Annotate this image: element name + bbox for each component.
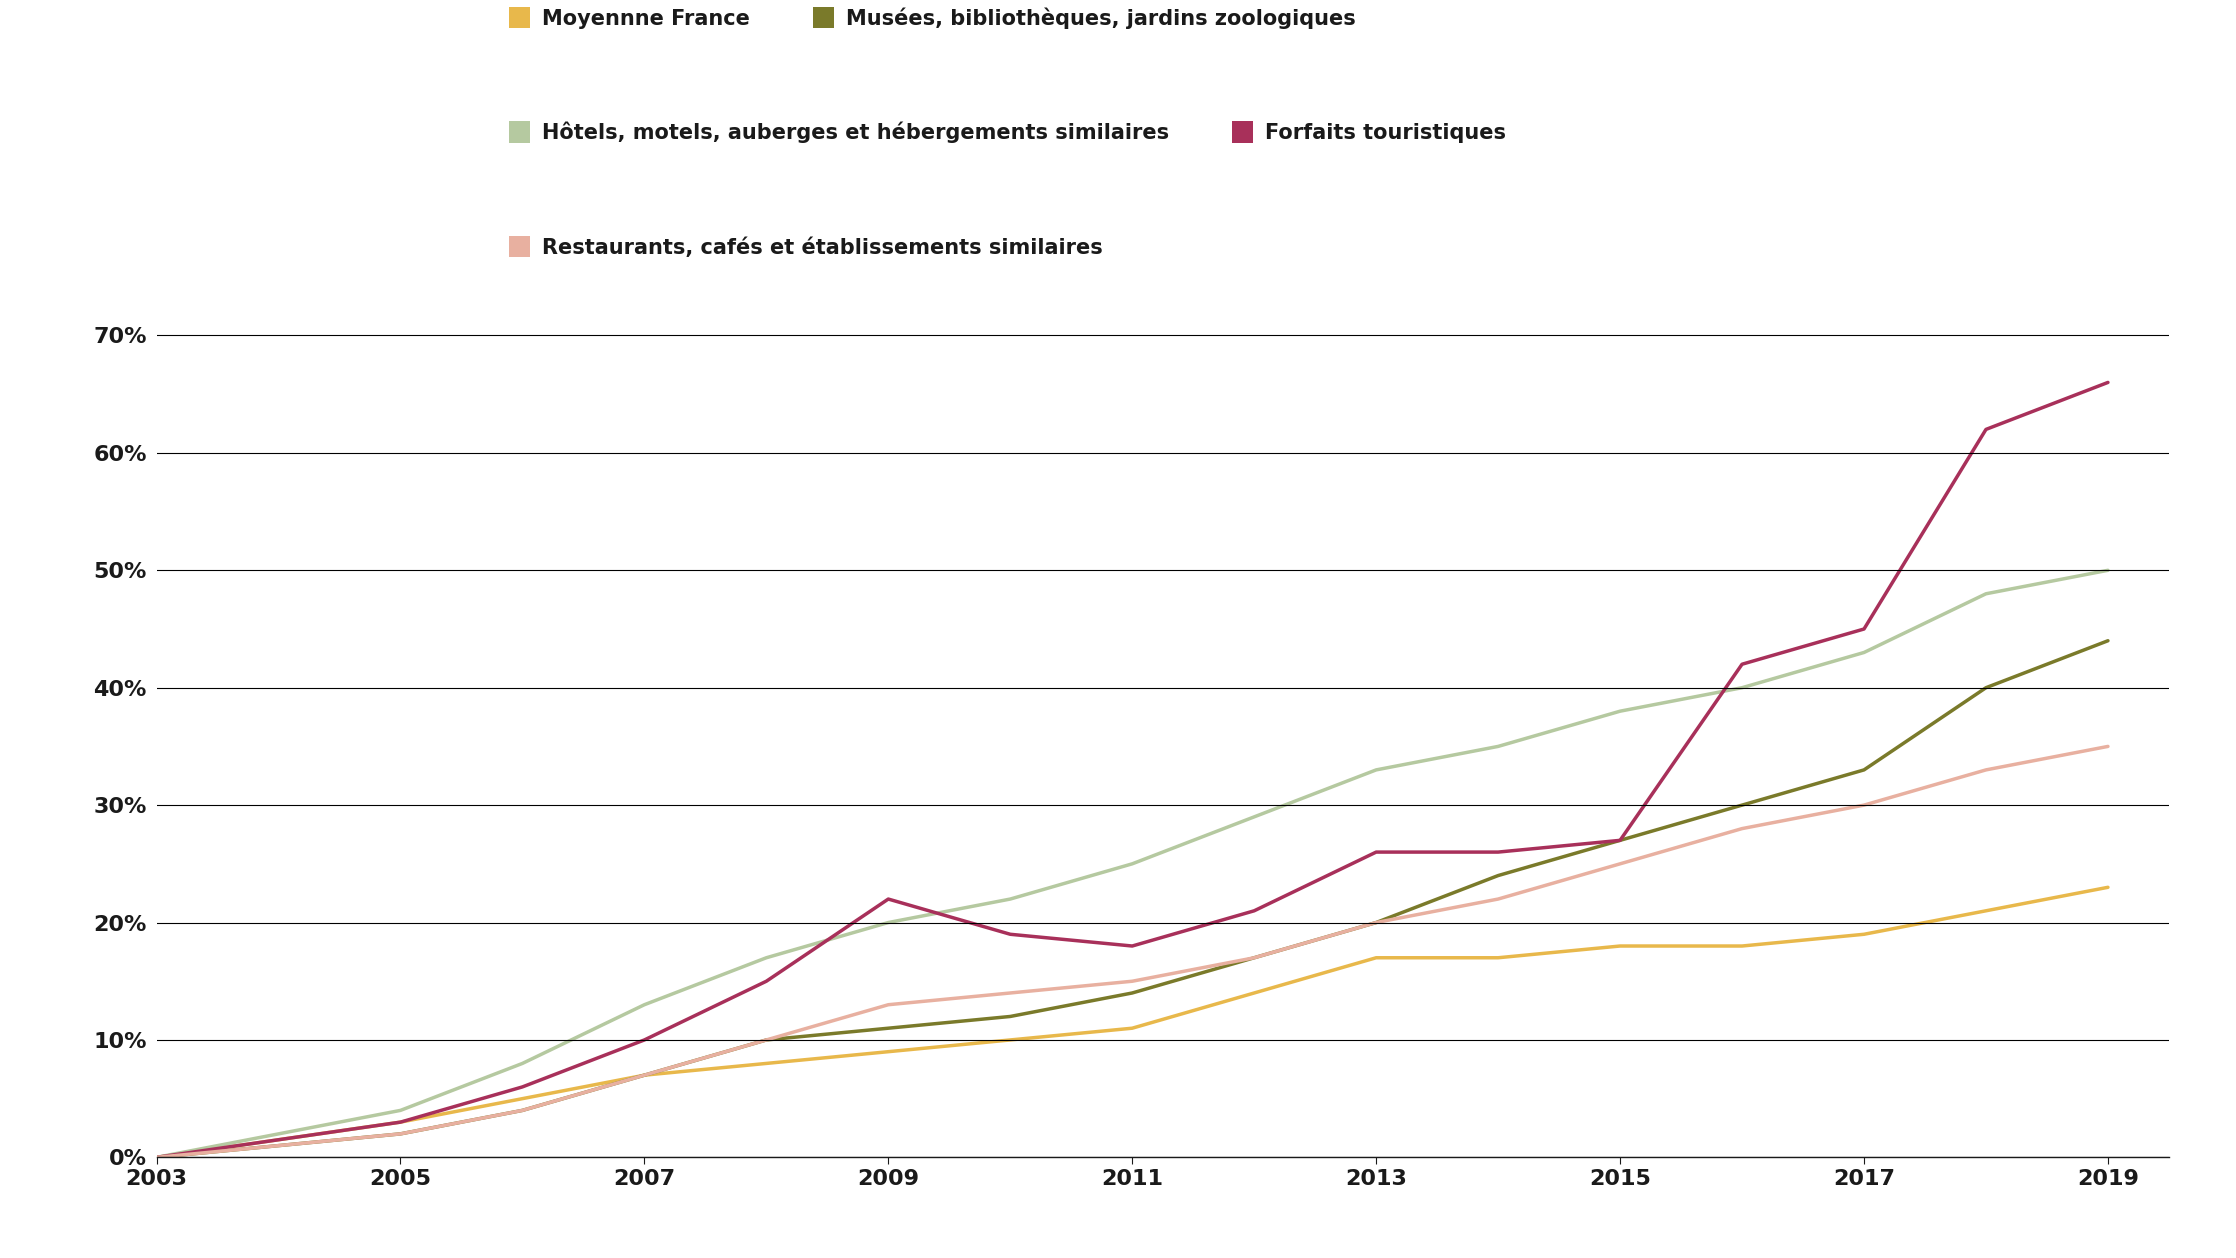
Musées, bibliothèques, jardins zoologiques: [387, 1126, 414, 1141]
Restaurants, cafés et établissements similaires: [1118, 974, 1145, 989]
Hôtels, motels, auberges et hébergements similaires: [997, 892, 1024, 907]
Moyennne France: [754, 1055, 780, 1071]
Restaurants, cafés et établissements similaires: [997, 985, 1024, 1000]
Musées, bibliothèques, jardins zoologiques: [1608, 833, 1635, 848]
Forfaits touristiques: [1241, 903, 1268, 918]
Hôtels, motels, auberges et hébergements similaires: [1851, 645, 1878, 660]
Forfaits touristiques: [2095, 375, 2122, 390]
Musées, bibliothèques, jardins zoologiques: [1241, 950, 1268, 965]
Moyennne France: [1972, 903, 1999, 918]
Moyennne France: [266, 1132, 293, 1147]
Moyennne France: [1728, 938, 1755, 954]
Restaurants, cafés et établissements similaires: [266, 1138, 293, 1154]
Forfaits touristiques: [1608, 833, 1635, 848]
Restaurants, cafés et établissements similaires: [1608, 857, 1635, 872]
Musées, bibliothèques, jardins zoologiques: [631, 1068, 657, 1083]
Musées, bibliothèques, jardins zoologiques: [1972, 681, 1999, 696]
Musées, bibliothèques, jardins zoologiques: [1728, 798, 1755, 813]
Moyennne France: [2095, 879, 2122, 894]
Forfaits touristiques: [266, 1132, 293, 1147]
Legend: Restaurants, cafés et établissements similaires: Restaurants, cafés et établissements sim…: [510, 235, 1102, 258]
Forfaits touristiques: [874, 892, 901, 907]
Moyennne France: [387, 1115, 414, 1130]
Restaurants, cafés et établissements similaires: [510, 1103, 537, 1118]
Line: Moyennne France: Moyennne France: [157, 887, 2109, 1157]
Hôtels, motels, auberges et hébergements similaires: [1728, 681, 1755, 696]
Forfaits touristiques: [1728, 657, 1755, 672]
Forfaits touristiques: [631, 1033, 657, 1048]
Restaurants, cafés et établissements similaires: [1851, 798, 1878, 813]
Forfaits touristiques: [754, 974, 780, 989]
Line: Musées, bibliothèques, jardins zoologiques: Musées, bibliothèques, jardins zoologiqu…: [157, 640, 2109, 1157]
Restaurants, cafés et établissements similaires: [1728, 821, 1755, 837]
Restaurants, cafés et établissements similaires: [631, 1068, 657, 1083]
Line: Forfaits touristiques: Forfaits touristiques: [157, 382, 2109, 1157]
Musées, bibliothèques, jardins zoologiques: [1851, 762, 1878, 777]
Forfaits touristiques: [1118, 938, 1145, 954]
Hôtels, motels, auberges et hébergements similaires: [874, 915, 901, 930]
Hôtels, motels, auberges et hébergements similaires: [1362, 762, 1389, 777]
Hôtels, motels, auberges et hébergements similaires: [2095, 562, 2122, 577]
Hôtels, motels, auberges et hébergements similaires: [1241, 809, 1268, 824]
Moyennne France: [631, 1068, 657, 1083]
Musées, bibliothèques, jardins zoologiques: [754, 1033, 780, 1048]
Moyennne France: [874, 1044, 901, 1059]
Musées, bibliothèques, jardins zoologiques: [874, 1020, 901, 1035]
Forfaits touristiques: [1972, 421, 1999, 437]
Moyennne France: [1608, 938, 1635, 954]
Forfaits touristiques: [387, 1115, 414, 1130]
Hôtels, motels, auberges et hébergements similaires: [510, 1055, 537, 1071]
Moyennne France: [1241, 985, 1268, 1000]
Hôtels, motels, auberges et hébergements similaires: [1485, 738, 1512, 754]
Forfaits touristiques: [143, 1150, 170, 1165]
Musées, bibliothèques, jardins zoologiques: [266, 1138, 293, 1154]
Forfaits touristiques: [1851, 621, 1878, 637]
Restaurants, cafés et établissements similaires: [1241, 950, 1268, 965]
Hôtels, motels, auberges et hébergements similaires: [1972, 586, 1999, 601]
Restaurants, cafés et établissements similaires: [1972, 762, 1999, 777]
Forfaits touristiques: [510, 1079, 537, 1094]
Hôtels, motels, auberges et hébergements similaires: [754, 950, 780, 965]
Hôtels, motels, auberges et hébergements similaires: [1608, 703, 1635, 718]
Moyennne France: [510, 1091, 537, 1106]
Forfaits touristiques: [997, 927, 1024, 942]
Restaurants, cafés et établissements similaires: [754, 1033, 780, 1048]
Line: Restaurants, cafés et établissements similaires: Restaurants, cafés et établissements sim…: [157, 746, 2109, 1157]
Musées, bibliothèques, jardins zoologiques: [143, 1150, 170, 1165]
Moyennne France: [1485, 950, 1512, 965]
Restaurants, cafés et établissements similaires: [2095, 738, 2122, 754]
Restaurants, cafés et établissements similaires: [1362, 915, 1389, 930]
Musées, bibliothèques, jardins zoologiques: [997, 1009, 1024, 1024]
Hôtels, motels, auberges et hébergements similaires: [387, 1103, 414, 1118]
Musées, bibliothèques, jardins zoologiques: [2095, 633, 2122, 648]
Forfaits touristiques: [1362, 844, 1389, 859]
Moyennne France: [997, 1033, 1024, 1048]
Restaurants, cafés et établissements similaires: [387, 1126, 414, 1141]
Moyennne France: [1362, 950, 1389, 965]
Moyennne France: [1118, 1020, 1145, 1035]
Moyennne France: [1851, 927, 1878, 942]
Hôtels, motels, auberges et hébergements similaires: [1118, 857, 1145, 872]
Line: Hôtels, motels, auberges et hébergements similaires: Hôtels, motels, auberges et hébergements…: [157, 570, 2109, 1157]
Restaurants, cafés et établissements similaires: [874, 998, 901, 1013]
Hôtels, motels, auberges et hébergements similaires: [266, 1126, 293, 1141]
Musées, bibliothèques, jardins zoologiques: [1362, 915, 1389, 930]
Restaurants, cafés et établissements similaires: [1485, 892, 1512, 907]
Hôtels, motels, auberges et hébergements similaires: [143, 1150, 170, 1165]
Hôtels, motels, auberges et hébergements similaires: [631, 998, 657, 1013]
Musées, bibliothèques, jardins zoologiques: [1118, 985, 1145, 1000]
Musées, bibliothèques, jardins zoologiques: [510, 1103, 537, 1118]
Forfaits touristiques: [1485, 844, 1512, 859]
Moyennne France: [143, 1150, 170, 1165]
Restaurants, cafés et établissements similaires: [143, 1150, 170, 1165]
Musées, bibliothèques, jardins zoologiques: [1485, 868, 1512, 883]
